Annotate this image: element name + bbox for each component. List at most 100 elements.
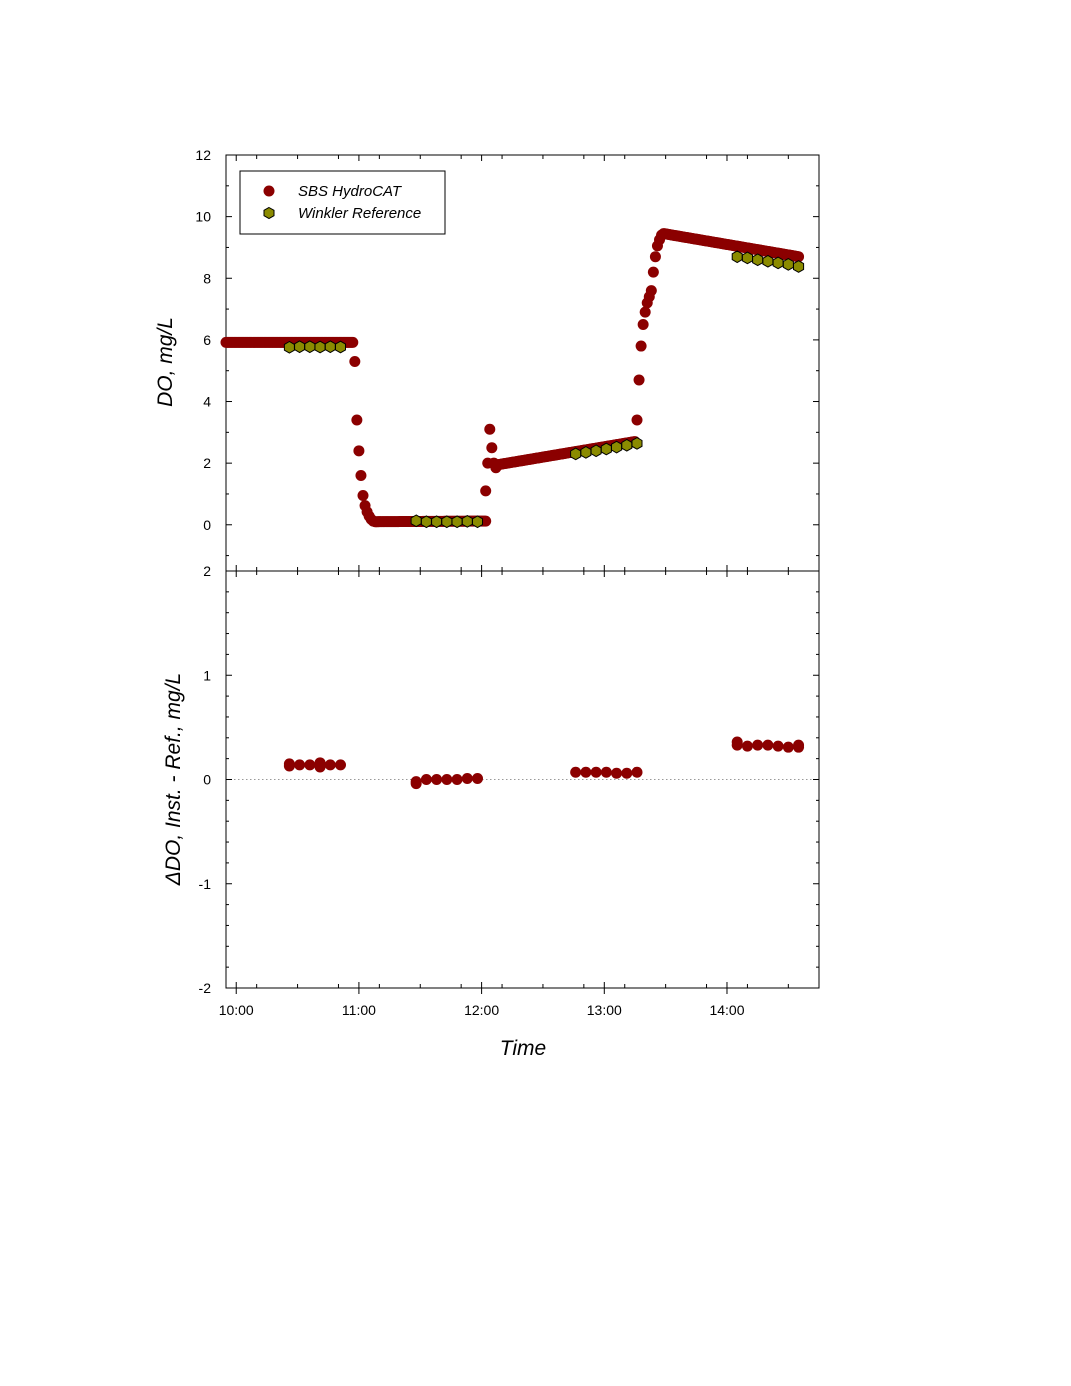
top-y-tick-label: 4 [203, 394, 211, 410]
delta-do-point [600, 766, 612, 778]
delta-do-point [472, 772, 484, 784]
delta-do-point [431, 774, 443, 785]
legend-hydrocat-label: SBS HydroCAT [298, 183, 403, 200]
x-axis-title: Time [500, 1037, 546, 1060]
hydrocat-point [486, 442, 498, 454]
legend-winkler-label: Winkler Reference [298, 205, 421, 222]
delta-do-point [611, 767, 623, 779]
delta-do-point [304, 759, 316, 771]
winkler-point [461, 515, 473, 528]
delta-do-point [631, 766, 643, 778]
winkler-point [611, 440, 623, 454]
hydrocat-point [649, 251, 661, 263]
bottom-y-tick-label: 1 [203, 667, 211, 683]
delta-do-point [335, 759, 347, 771]
hydrocat-point [347, 336, 359, 348]
winkler-point [772, 256, 784, 270]
delta-do-point [793, 741, 805, 753]
winkler-point [782, 258, 794, 271]
winkler-point [741, 251, 753, 265]
delta-do-point [570, 766, 582, 778]
top-y-tick-label: 8 [203, 270, 211, 286]
winkler-point [793, 260, 805, 273]
bottom-y-tick-label: -1 [199, 876, 212, 892]
hydrocat-point [647, 266, 659, 278]
top-y-tick-label: 0 [203, 517, 211, 533]
delta-do-point [752, 739, 764, 751]
bottom-y-tick-label: 0 [203, 772, 211, 788]
winkler-point [451, 515, 463, 529]
top-y-tick-label: 12 [195, 147, 211, 163]
delta-do-point [772, 740, 784, 752]
bottom-y-axis-title: ΔDO, Inst. - Ref., mg/L [162, 673, 185, 886]
winkler-point [621, 438, 633, 452]
delta-do-point [314, 761, 326, 773]
bottom-y-axis-ticks: -2 -1 0 1 2 [199, 563, 819, 996]
winkler-point [314, 340, 326, 354]
top-y-tick-label: 2 [203, 455, 211, 471]
top-y-axis-title: DO, mg/L [154, 317, 177, 407]
delta-do-point [782, 741, 794, 753]
x-axis-ticks: 10:00 11:00 12:00 13:00 14:00 [219, 155, 789, 1018]
delta-do-point [590, 766, 602, 778]
winkler-point [731, 250, 743, 264]
delta-do-point [324, 759, 336, 771]
hydrocat-point [633, 374, 645, 386]
winkler-point [600, 442, 612, 456]
winkler-point [283, 340, 295, 354]
top-data-marks [220, 228, 805, 529]
winkler-point [304, 340, 316, 354]
winkler-point [570, 447, 582, 461]
hydrocat-point [793, 251, 805, 263]
hydrocat-point [353, 445, 365, 457]
winkler-point [324, 340, 336, 354]
hydrocat-point [480, 485, 492, 497]
winkler-point [762, 254, 774, 268]
top-y-tick-label: 6 [203, 332, 211, 348]
bottom-y-tick-label: 2 [203, 563, 211, 579]
top-panel: 0 2 4 6 8 10 12 SBS HydroCAT Winkler Reference… [154, 147, 820, 572]
winkler-point [580, 446, 592, 459]
x-tick-label: 10:00 [219, 1002, 254, 1018]
delta-do-point [580, 766, 592, 778]
legend-hydrocat-marker [263, 185, 275, 197]
delta-do-point [441, 774, 453, 785]
winkler-point [441, 515, 453, 529]
winkler-point [472, 515, 483, 529]
hydrocat-point [357, 490, 369, 502]
x-tick-label: 13:00 [587, 1002, 622, 1018]
winkler-point [431, 515, 443, 529]
delta-do-point [621, 767, 633, 779]
winkler-point [335, 340, 346, 354]
hydrocat-point [349, 355, 361, 367]
hydrocat-point [635, 340, 647, 352]
x-tick-label: 14:00 [709, 1002, 744, 1018]
winkler-point [590, 444, 602, 458]
hydrocat-point [637, 318, 649, 330]
delta-do-point [461, 772, 473, 784]
delta-do-point [294, 759, 306, 771]
delta-do-point [451, 774, 463, 785]
hydrocat-point [639, 306, 651, 318]
legend-winkler-marker [263, 206, 275, 220]
delta-do-point [731, 739, 743, 751]
winkler-point [410, 514, 422, 528]
hydrocat-point [355, 469, 367, 481]
legend: SBS HydroCAT Winkler Reference [239, 170, 446, 235]
hydrocat-point [351, 414, 363, 426]
bottom-y-tick-label: -2 [199, 980, 212, 996]
delta-do-point [762, 739, 774, 751]
bottom-panel: -2 -1 0 1 2 10:00 11:00 12:00 13:00 14:00 ΔDO, I… [162, 155, 820, 1060]
bottom-data-marks [283, 736, 805, 790]
x-tick-label: 12:00 [464, 1002, 499, 1018]
hydrocat-point [631, 414, 643, 426]
hydrocat-point [645, 285, 657, 297]
winkler-point [631, 437, 643, 450]
top-y-axis-ticks: 0 2 4 6 8 10 12 [195, 147, 819, 557]
winkler-point [752, 253, 764, 267]
top-y-tick-label: 10 [195, 209, 211, 225]
delta-do-point [420, 774, 432, 785]
x-tick-label: 11:00 [342, 1002, 376, 1018]
